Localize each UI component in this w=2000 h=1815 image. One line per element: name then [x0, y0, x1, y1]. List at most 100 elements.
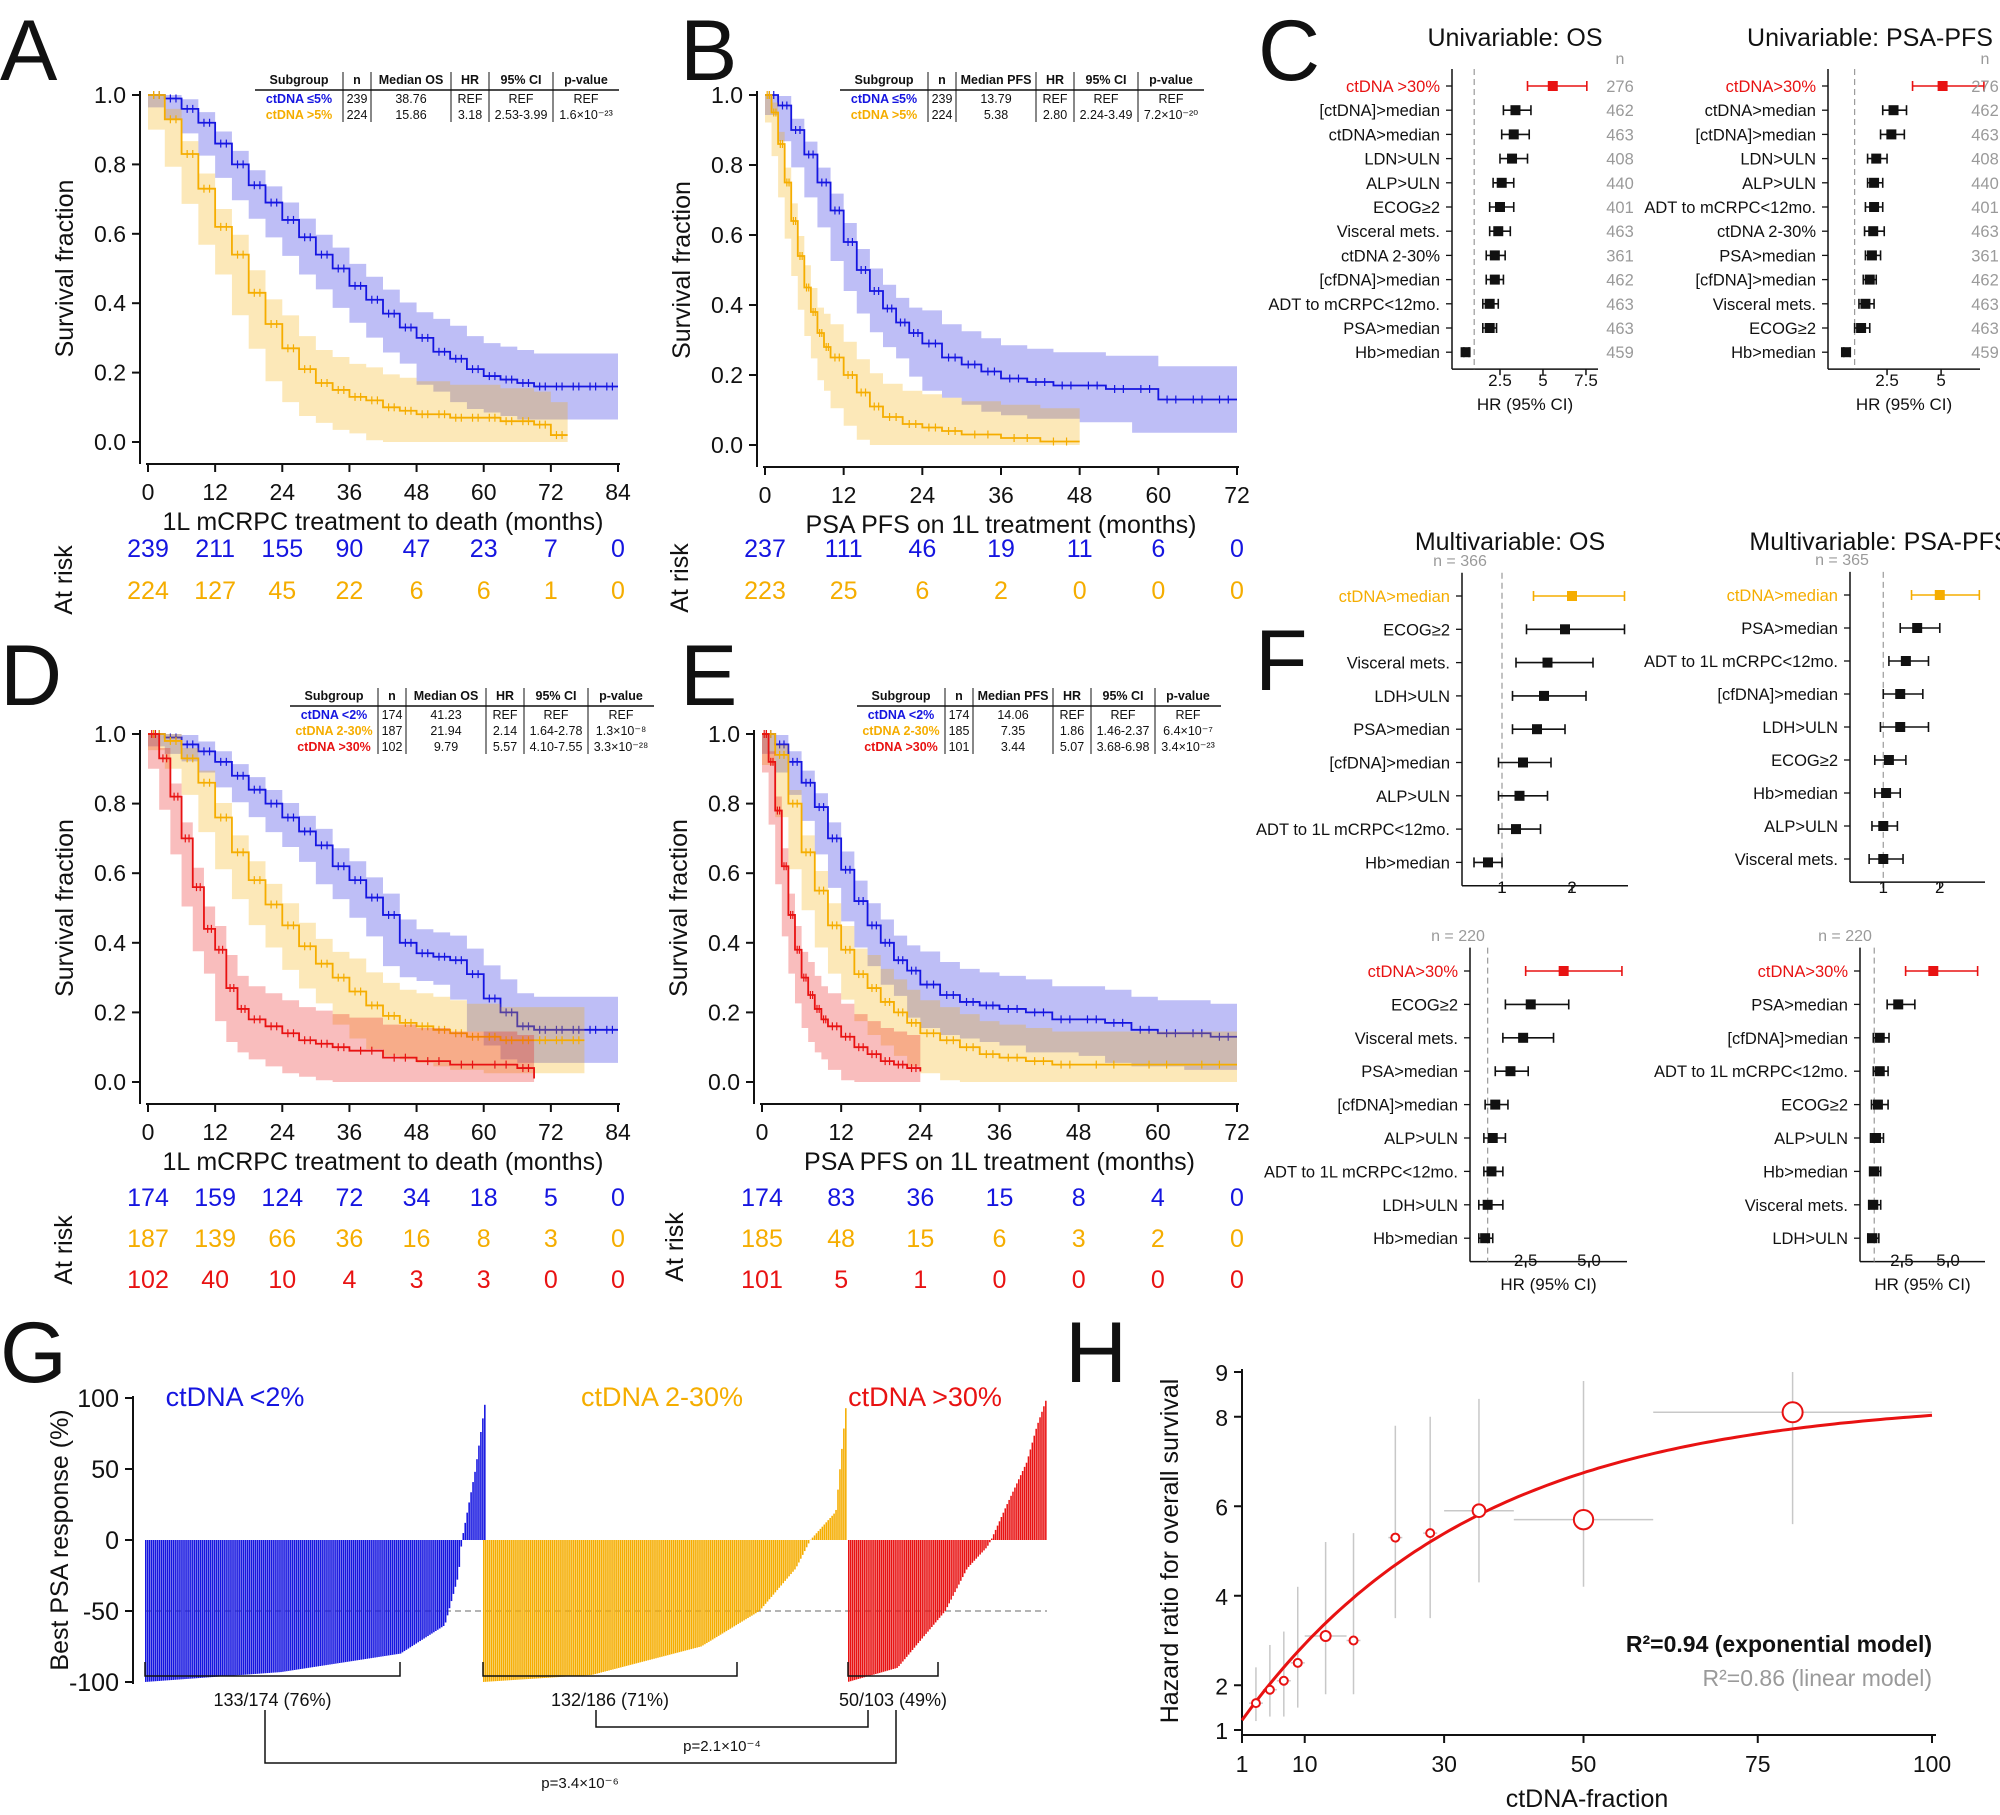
waterfall-bar: [492, 1540, 495, 1682]
waterfall-bar: [790, 1540, 792, 1575]
waterfall-bar: [178, 1540, 180, 1680]
waterfall-bar: [849, 1540, 852, 1682]
x-tick-label: 24: [910, 482, 936, 508]
forest-x-tick-label: 5: [1538, 371, 1547, 390]
table-cell: 1.86: [1060, 724, 1084, 738]
waterfall-bar: [698, 1540, 700, 1648]
n-header: n = 366: [1433, 553, 1487, 570]
waterfall-bar: [205, 1540, 208, 1678]
waterfall-bar: [940, 1540, 943, 1616]
waterfall-bar: [500, 1540, 503, 1681]
waterfall-bar: [594, 1540, 597, 1675]
waterfall-bar: [933, 1540, 935, 1625]
waterfall-bar: [358, 1540, 361, 1660]
waterfall-bar: [563, 1540, 565, 1677]
hr-point: [1486, 1166, 1497, 1177]
hr-point: [1934, 590, 1945, 600]
at-risk-count: 3: [544, 1225, 558, 1253]
waterfall-bar: [221, 1540, 223, 1677]
waterfall-bar: [1018, 1479, 1020, 1540]
forest-multivariable-pfs-220: n = 220 2.5 5.0 HR (95% CI) ctDNA>30% PSA>med…: [1654, 928, 1985, 1294]
table-cell: 102: [382, 740, 403, 754]
waterfall-bar: [354, 1540, 357, 1661]
data-point: [1425, 1528, 1436, 1539]
table-cell: 239: [932, 92, 953, 106]
waterfall-bar: [510, 1540, 512, 1681]
x-tick-label: 48: [404, 479, 430, 505]
y-tick-label: 0: [105, 1527, 119, 1555]
y-tick-label: 0.8: [94, 791, 126, 817]
table-cell: REF: [1111, 708, 1136, 722]
table-cell: REF: [1060, 708, 1085, 722]
at-risk-count: 16: [403, 1225, 431, 1253]
x-tick-label: 0: [759, 482, 772, 508]
waterfall-bar: [969, 1540, 972, 1565]
waterfall-bar: [401, 1540, 404, 1653]
waterfall-bar: [923, 1540, 925, 1637]
forest-row-label: Visceral mets.: [1347, 655, 1450, 673]
waterfall-bar: [596, 1540, 599, 1674]
waterfall-bar: [337, 1540, 339, 1664]
waterfall-bar: [917, 1540, 920, 1644]
x-tick-label: 48: [404, 1119, 430, 1145]
waterfall-bar: [801, 1540, 804, 1555]
y-tick-label: 0.6: [94, 221, 126, 247]
y-axis-label: Survival fraction: [665, 819, 693, 997]
waterfall-bar: [821, 1526, 824, 1540]
forest-row-label: ctDNA>30%: [1758, 963, 1849, 981]
waterfall-bar: [380, 1540, 382, 1657]
table-cell: 224: [347, 108, 368, 122]
waterfall-bar: [875, 1540, 877, 1675]
waterfall-bar: [211, 1540, 214, 1678]
survival-curve-2: [148, 733, 535, 1079]
at-risk-count: 6: [1151, 535, 1165, 563]
hr-point: [1928, 966, 1939, 976]
hr-point: [1507, 153, 1518, 164]
hr-point: [1874, 1032, 1885, 1043]
waterfall-bar: [592, 1540, 595, 1675]
waterfall-bar: [653, 1540, 655, 1659]
hr-point: [1878, 821, 1889, 831]
waterfall-bar: [938, 1540, 941, 1618]
waterfall-bar: [360, 1540, 363, 1660]
waterfall-bar: [934, 1540, 937, 1623]
forest-n: 408: [1606, 151, 1634, 169]
at-risk-count: 0: [611, 1225, 625, 1253]
waterfall-bar: [549, 1540, 552, 1678]
hr-point: [1505, 1066, 1516, 1077]
at-risk-count: 3: [410, 1266, 424, 1294]
table-cell: REF: [1159, 92, 1184, 106]
waterfall-bar: [344, 1540, 347, 1663]
waterfall-bar: [539, 1540, 542, 1679]
hr-point: [1874, 1066, 1885, 1077]
waterfall-bar: [880, 1540, 883, 1673]
confidence-band-0: [148, 95, 618, 420]
y-tick-label: 0.8: [711, 152, 743, 178]
forest-row-label: ctDNA 2-30%: [1717, 223, 1816, 241]
forest-n: 440: [1606, 175, 1634, 193]
at-risk-count: 36: [336, 1225, 364, 1253]
forest-x-tick-label: 5.0: [1577, 1251, 1601, 1270]
forest-row-label: Hb>median: [1731, 344, 1816, 362]
forest-x-tick-label: 7.5: [1574, 371, 1598, 390]
table-header-cell: 95% CI: [1103, 689, 1144, 703]
waterfall-bar: [672, 1540, 675, 1654]
waterfall-bar: [531, 1540, 534, 1679]
hr-point: [1895, 722, 1906, 732]
waterfall-bar: [604, 1540, 606, 1672]
waterfall-bar: [839, 1469, 841, 1540]
waterfall-bar: [990, 1538, 993, 1540]
forest-row-label: ADT to 1L mCRPC<12mo.: [1264, 1163, 1458, 1181]
at-risk-count: 6: [993, 1225, 1007, 1253]
waterfall-bar: [262, 1540, 265, 1674]
waterfall-bar: [362, 1540, 365, 1660]
hr-point: [1893, 999, 1904, 1010]
waterfall-bar: [520, 1540, 522, 1680]
waterfall-bar: [996, 1525, 999, 1540]
forest-row-label: Hb>median: [1763, 1163, 1848, 1181]
at-risk-count: 237: [744, 535, 786, 563]
waterfall-bar: [241, 1540, 243, 1675]
forest-row-label: Visceral mets.: [1745, 1197, 1848, 1215]
waterfall-bar: [958, 1540, 960, 1585]
waterfall-bar: [863, 1540, 865, 1678]
